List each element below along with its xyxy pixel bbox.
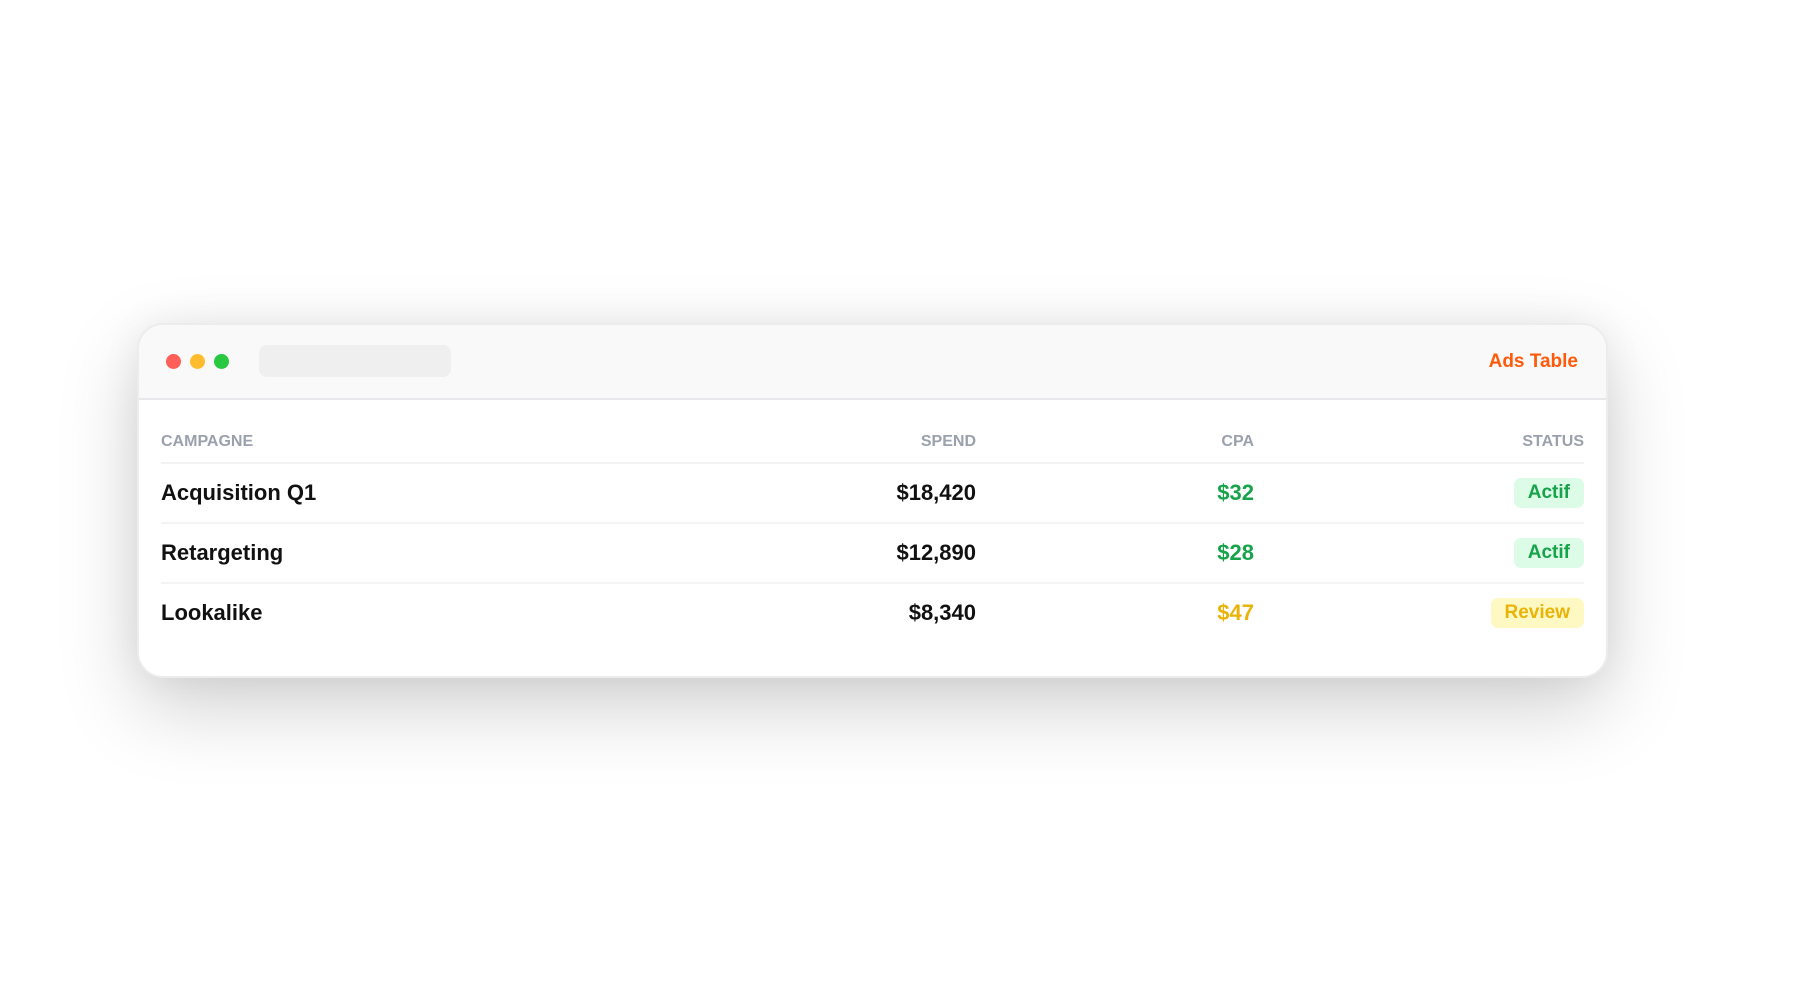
table-header-row: CAMPAGNE SPEND CPA STATUS (161, 433, 1584, 464)
spend-value: $8,340 (908, 600, 976, 625)
title-bar: Ads Table (139, 325, 1606, 400)
maximize-button[interactable] (214, 354, 229, 369)
column-header-cpa[interactable]: CPA (976, 433, 1254, 464)
ads-table: CAMPAGNE SPEND CPA STATUS Acquisition Q1… (161, 433, 1584, 642)
table-row[interactable]: Lookalike $8,340 $47 Review (161, 583, 1584, 642)
spend-value: $12,890 (621, 523, 976, 584)
column-header-status[interactable]: STATUS (1254, 433, 1584, 464)
status-badge: Actif (1513, 478, 1584, 508)
status-badge: Review (1490, 598, 1584, 628)
campaign-name: Lookalike (161, 600, 263, 625)
minimize-button[interactable] (190, 354, 205, 369)
campaign-name: Retargeting (161, 523, 621, 584)
status-cell: Review (1254, 583, 1584, 642)
cpa-value: $32 (976, 463, 1254, 524)
app-title: Ads Table (1488, 351, 1578, 372)
column-header-campaign[interactable]: CAMPAGNE (161, 433, 621, 464)
spend-value: $18,420 (621, 463, 976, 524)
status-cell: Actif (1254, 463, 1584, 524)
table-row[interactable]: Retargeting $12,890 $28 Actif (161, 523, 1584, 584)
status-cell: Actif (1254, 523, 1584, 584)
table-row[interactable]: Acquisition Q1 $18,420 $32 Actif (161, 463, 1584, 524)
campaign-name: Acquisition Q1 (161, 463, 621, 524)
app-window: Ads Table CAMPAGNE SPEND CPA STATUS Acqu… (137, 323, 1608, 678)
address-bar[interactable] (259, 345, 451, 377)
status-badge: Actif (1513, 538, 1584, 568)
cpa-value: $47 (1217, 600, 1254, 625)
column-header-spend[interactable]: SPEND (621, 433, 976, 464)
cpa-value: $28 (976, 523, 1254, 584)
close-button[interactable] (166, 354, 181, 369)
